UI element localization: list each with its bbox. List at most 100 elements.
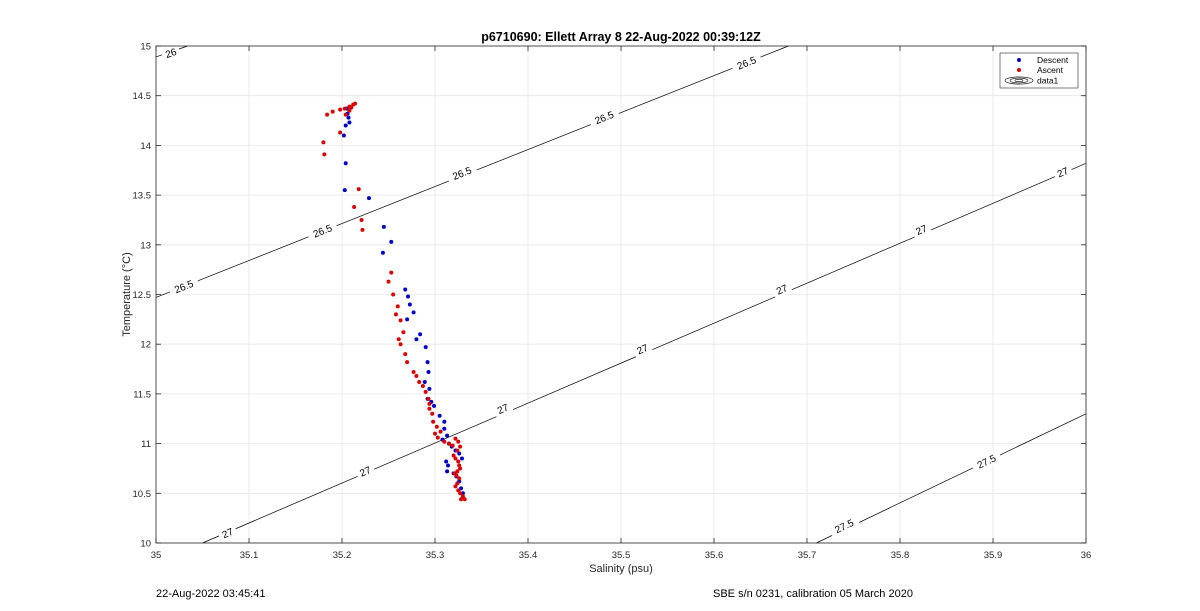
data-points [321, 101, 467, 502]
ascent-point [455, 481, 460, 486]
ascent-point [351, 102, 356, 107]
ascent-point [360, 227, 365, 232]
ascent-point [398, 342, 403, 347]
ascent-point [417, 379, 422, 384]
ascent-point [431, 419, 436, 424]
contour-label-mask [771, 280, 793, 299]
legend-entry-ascent: Ascent [1037, 65, 1064, 75]
ascent-point [434, 424, 439, 429]
ascent-point [347, 108, 352, 113]
descent-point [442, 426, 447, 431]
ascent-point [393, 312, 398, 317]
descent-point [346, 115, 351, 120]
y-tick-label: 12.5 [133, 290, 152, 301]
descent-point [427, 386, 432, 391]
descent-point [446, 463, 451, 468]
legend-marker-contour [1004, 76, 1034, 85]
descent-point [422, 379, 427, 384]
x-tick-label: 35.1 [240, 550, 259, 561]
descent-point [347, 120, 352, 125]
ascent-point [349, 105, 354, 110]
legend-box [999, 52, 1079, 89]
ascent-point [458, 466, 463, 471]
y-tick-label: 13 [140, 240, 151, 251]
x-tick-label: 35.6 [705, 550, 724, 561]
x-tick-label: 35.4 [519, 550, 538, 561]
ascent-point [342, 106, 347, 111]
x-tick-label: 35.9 [984, 550, 1003, 561]
contour-label: 27 [636, 343, 651, 358]
axis-ticks: 35 35.1 35.2 35.3 35.4 35.5 35.6 35.7 35.8 35.9 36… [133, 42, 1092, 562]
ascent-point [435, 435, 440, 440]
ascent-point [395, 304, 400, 309]
x-tick-label: 35 [151, 550, 162, 561]
descent-point [445, 469, 450, 474]
y-tick-label: 11.5 [133, 389, 151, 400]
ascent-point [389, 270, 394, 275]
descent-point [437, 413, 442, 418]
ascent-point [423, 389, 428, 394]
legend-contour-ellipse [1009, 77, 1029, 84]
descent-point [432, 403, 437, 408]
legend-contour-ellipse [1004, 76, 1034, 85]
descent-point [418, 332, 423, 337]
descent-point [414, 337, 419, 342]
descent-point [366, 196, 371, 201]
descent-point [444, 459, 449, 464]
contour-label-mask [160, 44, 182, 62]
ascent-point [458, 491, 463, 496]
descent-point [457, 451, 462, 456]
ascent-point [456, 459, 461, 464]
descent-point [423, 345, 428, 350]
ascent-point [398, 318, 403, 323]
ascent-point [321, 140, 326, 145]
ascent-point [427, 401, 432, 406]
contour-label-mask [445, 162, 479, 185]
ascent-point [456, 439, 461, 444]
contour-label-mask [828, 514, 861, 538]
ascent-point [414, 374, 419, 379]
footer-timestamp: 22-Aug-2022 03:45:41 [156, 588, 266, 600]
x-tick-label: 35.5 [612, 550, 631, 561]
descent-point [445, 433, 450, 438]
ascent-point [330, 109, 335, 114]
ascent-point [430, 411, 435, 416]
descent-point [341, 133, 346, 138]
ascent-point [446, 441, 451, 446]
chart-title: p6710690: Ellett Array 8 22-Aug-2022 00:… [481, 30, 761, 44]
ascent-point [338, 107, 343, 112]
ascent-point [442, 439, 447, 444]
descent-point [389, 239, 394, 244]
contour-label-mask [970, 449, 1003, 474]
ascent-point [453, 436, 458, 441]
descent-point [426, 370, 431, 375]
contour-label: 27 [915, 223, 930, 238]
ascent-point [352, 205, 357, 210]
ascent-point [403, 352, 408, 357]
y-tick-label: 12 [140, 340, 151, 351]
y-axis-label: Temperature (°C) [121, 252, 133, 336]
ascent-point [453, 456, 458, 461]
y-tick-label: 14 [140, 141, 151, 152]
legend-contour-ellipse [1014, 79, 1024, 83]
contour-label: 27 [496, 402, 511, 417]
contour-label-mask [1052, 163, 1074, 182]
footer-calibration: SBE s/n 0231, calibration 05 March 2020 [713, 588, 913, 600]
contour-label-mask [631, 340, 654, 359]
descent-point [380, 250, 385, 255]
y-tick-label: 11 [141, 439, 151, 450]
ascent-point [456, 488, 461, 493]
x-tick-label: 35.3 [426, 550, 445, 561]
ascent-point [450, 443, 455, 448]
descent-point [411, 310, 416, 315]
contour-label-mask [730, 51, 763, 75]
ascent-point [433, 431, 437, 436]
ascent-point [455, 448, 460, 453]
y-tick-label: 14.5 [133, 91, 152, 102]
legend-marker-ascent [1017, 68, 1021, 72]
ascent-point [426, 396, 431, 401]
descent-point [403, 287, 408, 292]
x-tick-label: 36 [1081, 550, 1092, 561]
ascent-point [338, 130, 343, 135]
